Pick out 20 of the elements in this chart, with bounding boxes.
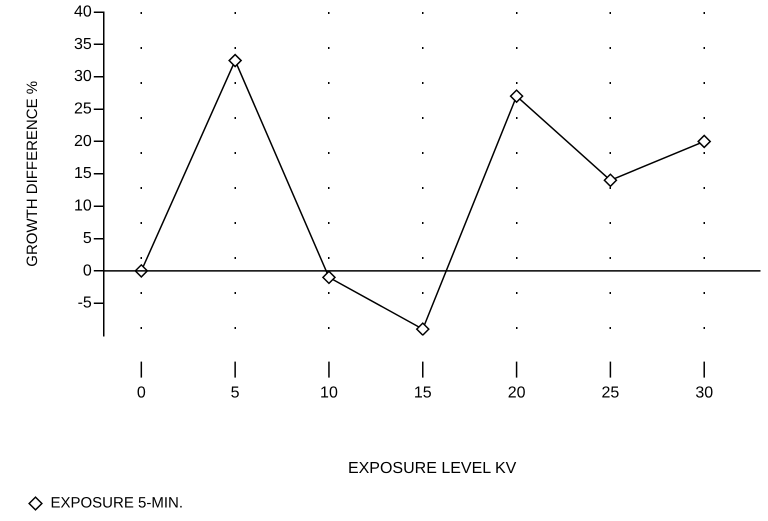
y-tick-label: 40 xyxy=(74,3,92,20)
y-tick-label: 10 xyxy=(74,198,92,215)
y-tick-label: 15 xyxy=(74,165,92,182)
y-axis-title: GROWTH DIFFERENCE % xyxy=(24,80,42,267)
y-tick-label: 30 xyxy=(74,68,92,86)
legend-label: EXPOSURE 5-MIN. xyxy=(50,494,184,512)
x-tick-label: 25 xyxy=(602,384,620,402)
y-tick-label: 25 xyxy=(74,100,92,118)
x-tick-label: 5 xyxy=(230,384,240,402)
x-axis-title: EXPOSURE LEVEL KV xyxy=(348,460,517,477)
x-tick-label: 10 xyxy=(320,384,338,402)
y-tick-label: 5 xyxy=(82,230,92,247)
x-tick-label: 30 xyxy=(695,384,714,402)
x-tick-label: 15 xyxy=(414,384,432,402)
x-tick-label: 0 xyxy=(136,384,146,402)
y-tick-label: 20 xyxy=(74,132,92,150)
x-tick-label: 20 xyxy=(508,384,526,402)
y-tick-label: 0 xyxy=(82,262,92,280)
y-tick-label: 35 xyxy=(74,36,92,53)
y-tick-label: -5 xyxy=(78,294,92,312)
